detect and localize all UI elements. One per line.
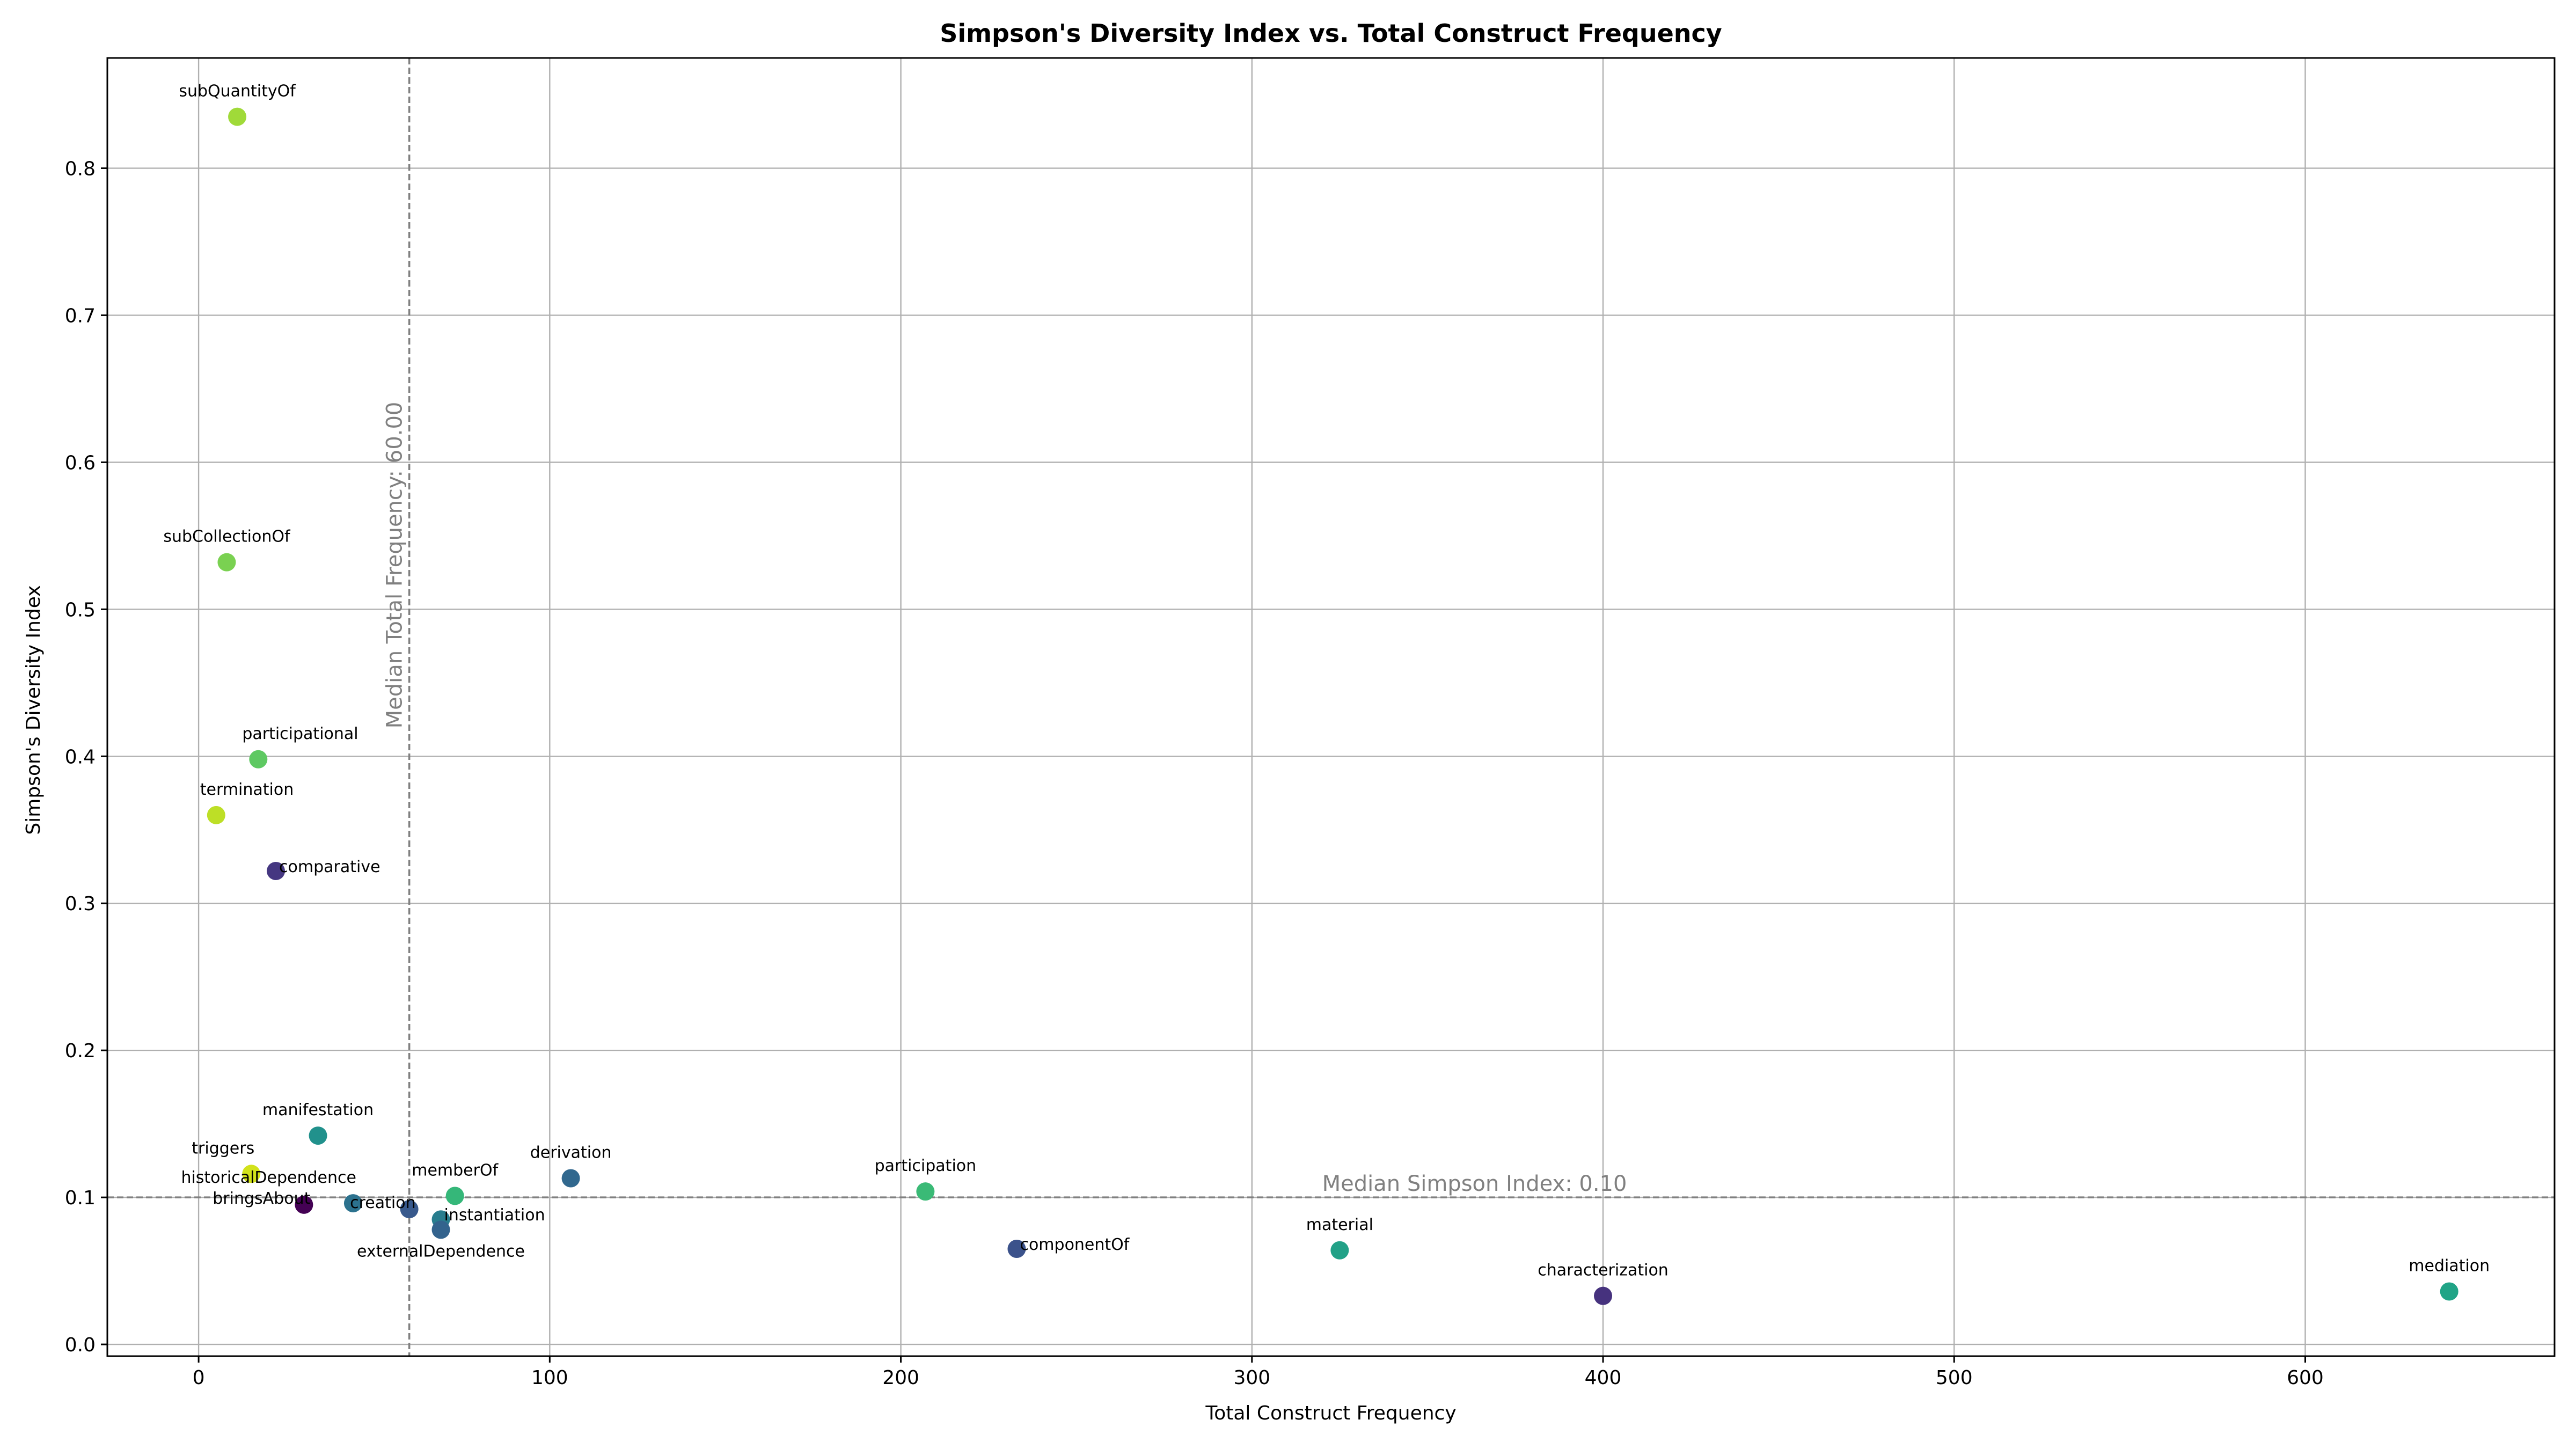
data-point bbox=[228, 107, 247, 126]
point-labels: subQuantityOf subCollectionOf participatio… bbox=[163, 82, 2490, 1280]
data-point bbox=[343, 1194, 362, 1213]
data-point bbox=[1594, 1286, 1613, 1305]
data-point bbox=[207, 806, 225, 824]
y-tick-label: 0.0 bbox=[65, 1334, 96, 1356]
point-label: triggers bbox=[192, 1139, 254, 1158]
point-label: subQuantityOf bbox=[179, 82, 296, 101]
x-tick-label: 200 bbox=[882, 1367, 919, 1389]
data-point bbox=[249, 750, 268, 769]
point-label: manifestation bbox=[262, 1101, 374, 1119]
point-label: bringsAbout bbox=[213, 1189, 310, 1208]
y-tick-label: 0.5 bbox=[65, 599, 96, 621]
y-tick-label: 0.3 bbox=[65, 893, 96, 915]
x-tick-label: 100 bbox=[531, 1367, 568, 1389]
point-label: participation bbox=[875, 1157, 977, 1175]
data-point bbox=[267, 861, 286, 880]
point-label: externalDependence bbox=[357, 1242, 525, 1261]
data-point bbox=[1330, 1241, 1349, 1260]
data-point bbox=[217, 553, 236, 572]
x-tick-label: 300 bbox=[1233, 1367, 1270, 1389]
data-point bbox=[2440, 1282, 2458, 1301]
data-point bbox=[400, 1200, 419, 1219]
data-points bbox=[207, 107, 2458, 1305]
x-tick-label: 500 bbox=[1936, 1367, 1973, 1389]
median-frequency-label: Median Total Frequency: 60.00 bbox=[383, 402, 407, 729]
point-label: historicalDependence bbox=[181, 1168, 356, 1187]
y-tick-label: 0.7 bbox=[65, 305, 96, 327]
y-tick-label: 0.4 bbox=[65, 746, 96, 768]
plot-frame bbox=[106, 57, 2556, 1357]
data-point bbox=[431, 1220, 450, 1239]
y-tick-label: 0.1 bbox=[65, 1187, 96, 1209]
median-index-label: Median Simpson Index: 0.10 bbox=[1322, 1172, 1627, 1196]
point-label: creation bbox=[350, 1194, 415, 1212]
point-label: mediation bbox=[2409, 1256, 2490, 1275]
point-label: derivation bbox=[530, 1144, 612, 1162]
point-label: comparative bbox=[279, 858, 380, 876]
x-tick-label: 400 bbox=[1585, 1367, 1622, 1389]
grid-lines bbox=[107, 58, 2555, 1356]
y-axis-label: Simpson's Diversity Index bbox=[23, 585, 45, 835]
data-point bbox=[242, 1165, 261, 1183]
data-point bbox=[445, 1187, 464, 1205]
y-tick-label: 0.2 bbox=[65, 1040, 96, 1062]
data-point bbox=[561, 1169, 580, 1188]
x-tick-label: 0 bbox=[193, 1367, 205, 1389]
point-label: componentOf bbox=[1020, 1235, 1130, 1254]
x-tick-label: 600 bbox=[2287, 1367, 2324, 1389]
axis-ticks: 0 100 200 300 400 500 600 0.0 0.1 0.2 0.3 0.4 0.5 0.6… bbox=[65, 158, 2324, 1389]
data-point bbox=[916, 1182, 935, 1201]
data-point bbox=[1007, 1240, 1026, 1258]
point-label: participational bbox=[242, 724, 358, 743]
point-label: material bbox=[1306, 1216, 1373, 1234]
y-tick-label: 0.8 bbox=[65, 158, 96, 180]
x-axis-label: Total Construct Frequency bbox=[1205, 1402, 1456, 1424]
chart-title: Simpson's Diversity Index vs. Total Cons… bbox=[940, 19, 1722, 48]
point-label: memberOf bbox=[412, 1161, 499, 1180]
point-label: subCollectionOf bbox=[163, 528, 291, 546]
point-label: characterization bbox=[1538, 1261, 1668, 1280]
point-label: instantiation bbox=[444, 1206, 545, 1225]
point-label: termination bbox=[200, 780, 294, 799]
data-point bbox=[309, 1126, 327, 1145]
y-tick-label: 0.6 bbox=[65, 452, 96, 474]
data-point bbox=[295, 1195, 313, 1214]
median-lines: Median Total Frequency: 60.00 Median Simp… bbox=[107, 58, 2555, 1356]
